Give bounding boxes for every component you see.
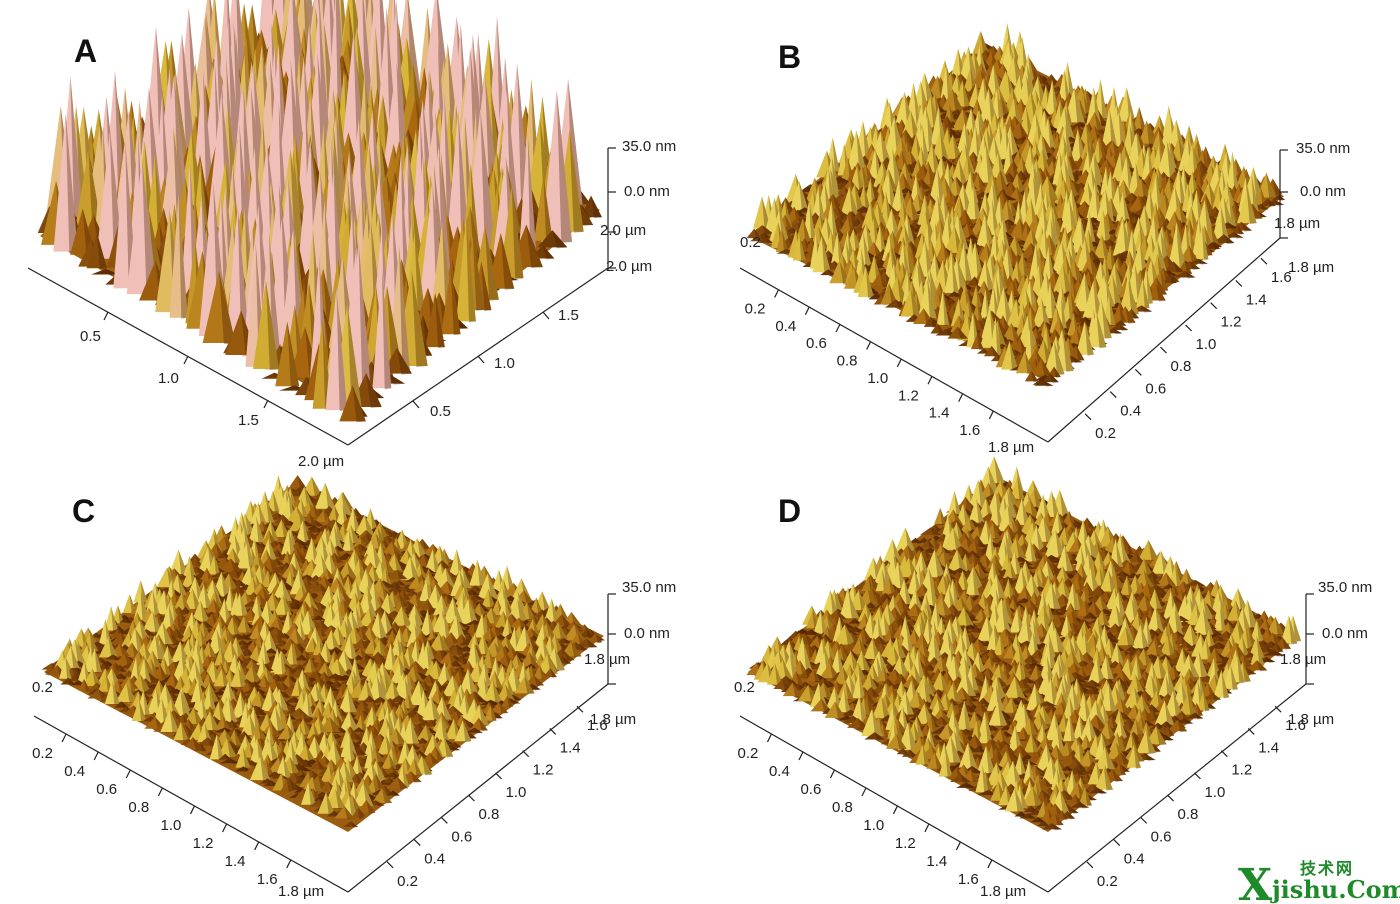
surface-peak xyxy=(191,68,214,197)
surface-peak-shadow xyxy=(511,185,524,280)
back-axis-end-label: 2.0 µm xyxy=(600,222,646,239)
surface-peak-shadow xyxy=(480,109,497,260)
left-tick: 1.0 xyxy=(158,370,179,387)
right-axis-end-label: 2.0 µm xyxy=(606,258,652,275)
surface-peak xyxy=(445,111,471,256)
surface-peak-shadow xyxy=(591,195,602,219)
right-tick: 1.0 xyxy=(494,355,515,372)
panel-label: A xyxy=(74,33,97,69)
surface-peak-shadow xyxy=(414,231,427,324)
panel-a: 35.0 nm 0.0 nm 2.0 µm 0.5 1.0 1.5 2.0 µm… xyxy=(27,0,676,470)
surface-peak xyxy=(518,131,537,261)
surface-peak-shadow xyxy=(484,225,499,301)
left-tick: 0.5 xyxy=(80,328,101,345)
surface-peak-shadow xyxy=(543,175,553,242)
z-top-label: 35.0 nm xyxy=(622,138,676,155)
surface-peak-shadow xyxy=(472,235,485,311)
surface-peak xyxy=(441,267,461,335)
right-tick: 1.5 xyxy=(558,307,579,324)
surface-peak-shadow xyxy=(527,131,537,262)
right-tick: 0.5 xyxy=(430,403,451,420)
surface-peak xyxy=(456,215,476,322)
surface-peak-shadow xyxy=(526,224,543,269)
surface-peak-shadow xyxy=(556,89,573,243)
surface-peak xyxy=(541,89,573,242)
panel-b: 35.0 nm 0.0 nm 1.8 µm 0.2 0.20.40.60.81.… xyxy=(739,23,1350,456)
surface-peak-shadow xyxy=(435,292,445,349)
surface-peak xyxy=(534,175,553,241)
surface-peak xyxy=(537,230,568,248)
surface-peak-shadow xyxy=(552,230,568,249)
surface-peak-shadow xyxy=(569,129,584,233)
left-tick: 1.5 xyxy=(238,412,259,429)
z-zero-label: 0.0 nm xyxy=(624,183,670,200)
surface-peak-shadow xyxy=(481,261,492,312)
surface-peak xyxy=(425,292,445,348)
left-axis-end-label: 2.0 µm xyxy=(298,453,344,470)
surface-peak-shadow xyxy=(542,245,555,260)
surface-peak-shadow xyxy=(500,232,515,290)
surface-peak-shadow xyxy=(466,215,476,323)
surface-b xyxy=(746,23,1286,387)
surface-a xyxy=(37,0,602,423)
surface-peak-shadow xyxy=(450,267,461,336)
